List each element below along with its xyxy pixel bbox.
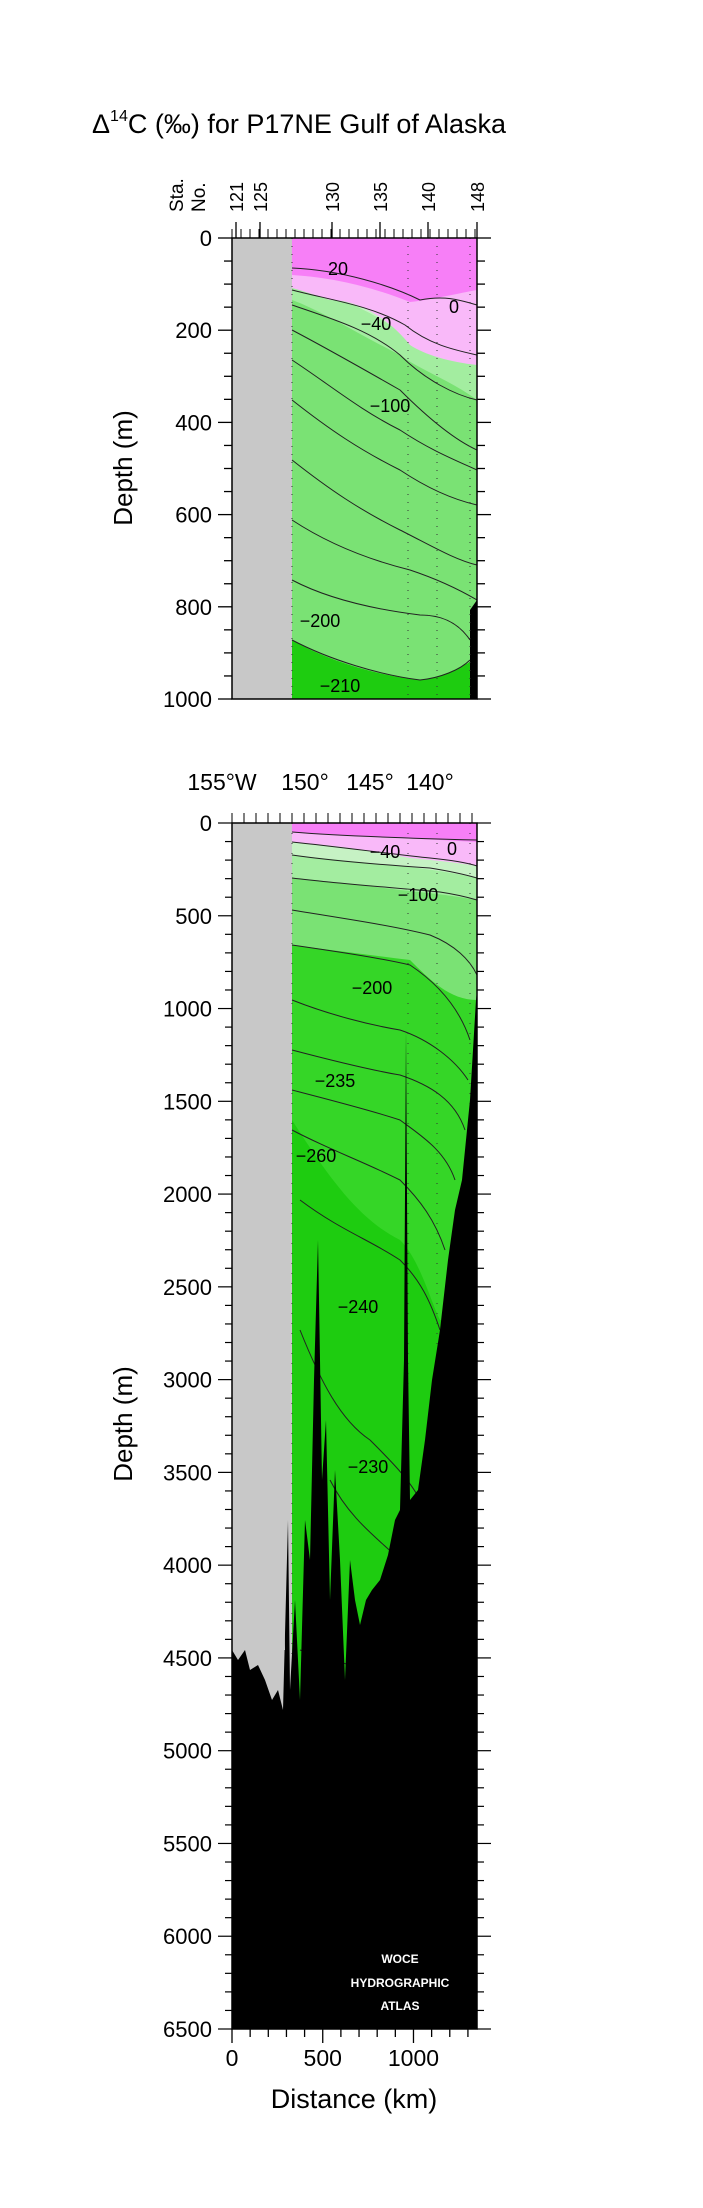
- upper-contour-label: −40: [361, 314, 392, 334]
- lower-y-tick-label: 4000: [163, 1553, 212, 1578]
- watermark-line1: WOCE: [381, 1952, 418, 1966]
- lower-contour-label: −230: [348, 1457, 389, 1477]
- lower-x-tick-label: 0: [226, 2045, 239, 2071]
- station-tick-label: 140: [419, 182, 439, 212]
- lower-contour-label: −240: [338, 1297, 379, 1317]
- upper-y-tick-label: 0: [200, 226, 212, 251]
- lower-x-ticks: 0 500 1000: [226, 2029, 469, 2071]
- lon-tick-label: 140°: [406, 769, 454, 795]
- lower-y-tick-label: 3500: [163, 1460, 212, 1485]
- lower-y-tick-label: 0: [200, 811, 212, 836]
- upper-contour-lines: [291, 267, 477, 681]
- upper-contour-label: −100: [370, 396, 411, 416]
- longitude-tick-labels: 155°W 150° 145° 140°: [187, 769, 473, 823]
- lower-contour-label: −100: [398, 885, 439, 905]
- station-tick-label: 121: [227, 182, 247, 212]
- station-tick-label: 148: [468, 182, 488, 212]
- upper-contour-label: 0: [449, 297, 459, 317]
- lower-y-tick-label: 6500: [163, 2017, 212, 2042]
- upper-y-tick-label: 200: [175, 318, 212, 343]
- lower-frame: [231, 822, 478, 2030]
- station-label-sta: Sta.: [167, 178, 188, 212]
- lower-contour-label: −260: [296, 1146, 337, 1166]
- lower-station-lines: [291, 823, 471, 2029]
- upper-y-tick-label: 800: [175, 595, 212, 620]
- title-delta: Δ: [92, 109, 110, 139]
- upper-contour-label: −210: [320, 676, 361, 696]
- lower-bathymetry: [232, 990, 477, 2029]
- station-label-no: No.: [189, 182, 210, 212]
- lower-y-tick-label: 6000: [163, 1924, 212, 1949]
- lon-tick-label: 150°: [281, 769, 329, 795]
- station-tick-label: 135: [371, 182, 391, 212]
- upper-y-tick-label: 400: [175, 410, 212, 435]
- lower-y-tick-label: 500: [175, 904, 212, 929]
- station-tick-label: 125: [251, 182, 271, 212]
- lower-band-magenta: [292, 823, 477, 842]
- lower-x-tick-label: 1000: [388, 2045, 439, 2071]
- watermark-line3: ATLAS: [380, 1999, 419, 2013]
- watermark-line2: HYDROGRAPHIC: [351, 1976, 450, 1990]
- lower-x-axis-label: Distance (km): [271, 2084, 438, 2114]
- lower-contour-label: −235: [315, 1071, 356, 1091]
- title-superscript: 14: [110, 108, 128, 125]
- title-main: C (‰) for P17NE Gulf of Alaska: [128, 109, 507, 139]
- lower-y-tick-label: 3000: [163, 1368, 212, 1393]
- upper-station-lines: [291, 238, 471, 699]
- lower-land-spike: [280, 1540, 285, 1650]
- lower-y-tick-label: 5500: [163, 1831, 212, 1856]
- upper-contour-label: −200: [300, 611, 341, 631]
- upper-contour-labels: 20 0 −40 −100 −200 −210: [300, 259, 459, 696]
- station-tick-label: 130: [323, 182, 343, 212]
- lower-y-tick-label: 2000: [163, 1182, 212, 1207]
- lower-x-tick-label: 500: [304, 2045, 342, 2071]
- upper-bathymetry: [470, 600, 477, 699]
- station-tick-labels: 121 125 130 135 140 148: [227, 182, 488, 238]
- lon-tick-label: 155°W: [187, 769, 257, 795]
- lower-y-tick-label: 5000: [163, 1739, 212, 1764]
- upper-y-tick-label: 600: [175, 503, 212, 528]
- lon-tick-label: 145°: [346, 769, 394, 795]
- lower-contour-label: 0: [447, 839, 457, 859]
- chart-title: Δ14C (‰) for P17NE Gulf of Alaska: [92, 108, 507, 139]
- upper-contour-label: 20: [328, 259, 348, 279]
- woce-watermark: WOCE HYDROGRAPHIC ATLAS: [351, 1952, 450, 2013]
- lower-y-tick-label: 1500: [163, 1089, 212, 1114]
- lower-y-tick-label: 1000: [163, 997, 212, 1022]
- lower-y-axis-label: Depth (m): [108, 1366, 138, 1482]
- lower-y-tick-label: 2500: [163, 1275, 212, 1300]
- lower-y-tick-label: 4500: [163, 1646, 212, 1671]
- lower-contour-labels: 0 −40 −100 −200 −235 −260 −240 −230: [296, 839, 457, 1477]
- lower-panel: 0500100015002000250030003500400045005000…: [108, 811, 491, 2114]
- upper-y-axis-label: Depth (m): [108, 410, 138, 526]
- lower-contour-label: −40: [370, 842, 401, 862]
- lower-y-ticks: 0 500 1000 1500 2000 2500 3000 3500 4000 4500 5000…: [163, 811, 491, 2042]
- upper-y-tick-label: 1000: [163, 687, 212, 712]
- upper-band-magenta: [292, 238, 477, 302]
- lower-contour-label: −200: [352, 978, 393, 998]
- upper-land-mask: [232, 238, 292, 699]
